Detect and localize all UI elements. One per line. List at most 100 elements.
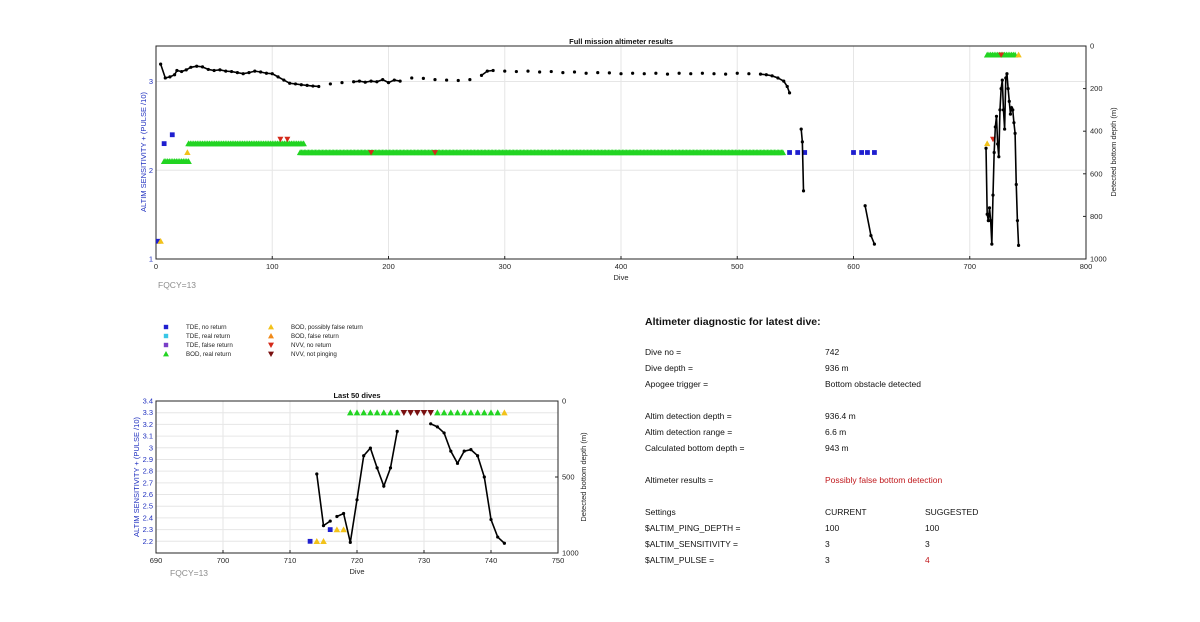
y-tick-label: 2.5 — [143, 502, 153, 511]
apogee-trigger-value: Bottom obstacle detected — [825, 379, 921, 389]
y-tick-label: 1 — [149, 255, 153, 264]
bottom-depth-line — [430, 423, 505, 544]
bottom-depth-point — [382, 484, 386, 488]
bottom-depth-point — [514, 69, 518, 74]
bottom-depth-point — [800, 140, 804, 144]
bottom-depth-point — [863, 204, 867, 208]
bottom-depth-point — [993, 125, 997, 129]
tde-no-return-marker — [851, 150, 856, 155]
bottom-depth-point — [631, 71, 635, 75]
bottom-depth-point — [758, 72, 763, 76]
apogee-trigger-label: Apogee trigger = — [645, 379, 708, 389]
legend-entry-label: NVV, no return — [291, 342, 332, 349]
bottom-depth-point — [259, 70, 263, 74]
bottom-depth-point — [485, 69, 489, 73]
bottom-depth-point — [348, 540, 352, 544]
calculated-bottom-depth-value: 943 m — [825, 443, 849, 453]
y2-tick-label: 400 — [1090, 127, 1103, 136]
legend-entry-label: TDE, false return — [186, 342, 233, 349]
bottom-depth-point — [335, 514, 339, 519]
settings-header-suggested: SUGGESTED — [925, 507, 978, 517]
top-y-axis-label: ALTIM SENSITIVITY + (PULSE /10) — [139, 92, 148, 212]
bottom-depth-point — [455, 461, 460, 465]
bottom-depth-point — [642, 72, 646, 76]
bottom-depth-point — [184, 68, 188, 72]
x-tick-label: 740 — [485, 556, 498, 565]
bottom-depth-point — [375, 80, 379, 84]
calculated-bottom-depth-label: Calculated bottom depth = — [645, 443, 745, 453]
nvv-not-pinging-marker — [414, 410, 421, 416]
bottom-depth-point — [987, 206, 992, 210]
nvv-not-pinging-marker — [427, 410, 434, 416]
x-tick-label: 400 — [615, 262, 628, 271]
bottom-depth-point — [503, 69, 507, 73]
x-tick-label: 500 — [731, 262, 744, 271]
bottom-depth-point — [1013, 131, 1017, 135]
y-tick-label: 3.3 — [143, 408, 153, 417]
legend-entry-label: TDE, real return — [186, 333, 231, 340]
y-tick-label: 3.4 — [143, 397, 153, 406]
bod-possibly-false-marker — [184, 149, 191, 156]
y-tick-label: 2.6 — [143, 490, 153, 499]
nvv-no-return-marker — [284, 136, 291, 143]
setting-pulse-current: 3 — [825, 555, 830, 565]
bottom-depth-point — [435, 425, 439, 429]
y2-tick-label: 1000 — [1090, 255, 1107, 264]
bottom-depth-point — [996, 142, 1000, 146]
bottom-depth-point — [584, 71, 588, 75]
y-tick-label: 3.1 — [143, 432, 153, 441]
y-tick-label: 2 — [149, 166, 153, 175]
top-fqcy-note: FQCY=13 — [158, 280, 196, 290]
bottom-depth-point — [410, 76, 414, 80]
nvv-not-pinging-marker — [400, 410, 408, 416]
bottom-depth-point — [469, 448, 473, 452]
y-tick-label: 2.9 — [143, 455, 153, 464]
bottom-depth-point — [163, 76, 167, 80]
bottom-depth-point — [1007, 99, 1011, 103]
y-tick-label: 2.4 — [143, 513, 153, 522]
bottom-depth-point — [770, 74, 774, 78]
bottom-depth-point — [1004, 76, 1008, 80]
tde-no-return-marker — [865, 150, 870, 155]
bottom-depth-point — [321, 524, 326, 528]
bottom-y-axis-label: ALTIM SENSITIVITY + (PULSE /10) — [132, 417, 141, 537]
legend-marker — [268, 324, 274, 330]
bottom-depth-point — [992, 150, 996, 155]
bottom-depth-point — [315, 472, 319, 476]
x-tick-label: 690 — [150, 556, 163, 565]
bottom-depth-point — [787, 91, 792, 95]
bod-possibly-false-marker — [157, 238, 164, 244]
bottom-depth-point — [476, 454, 480, 458]
bottom-depth-point — [357, 79, 362, 83]
diagnostic-title: Altimeter diagnostic for latest dive: — [645, 316, 821, 328]
bottom-x-axis-label: Dive — [349, 567, 364, 576]
bottom-depth-line — [864, 205, 876, 245]
bottom-depth-line — [336, 431, 398, 543]
bod-real-marker — [474, 409, 481, 416]
bottom-y2-axis-label: Detected bottom depth (m) — [579, 432, 588, 522]
bod-real-marker — [779, 149, 787, 156]
bottom-depth-line — [760, 73, 791, 94]
bod-real-marker — [347, 409, 354, 416]
bottom-depth-point — [355, 498, 359, 502]
dive-depth-value: 936 m — [825, 363, 849, 373]
bottom-depth-point — [689, 72, 693, 76]
bottom-depth-point — [1015, 219, 1020, 223]
bottom-depth-point — [218, 68, 222, 72]
bottom-depth-point — [986, 219, 990, 223]
bod-real-marker — [440, 409, 448, 416]
bottom-depth-point — [235, 71, 239, 75]
bottom-depth-point — [538, 70, 542, 74]
nvv-not-pinging-marker — [407, 410, 414, 416]
bottom-depth-point — [1003, 127, 1007, 131]
legend-entry-label: TDE, no return — [186, 324, 227, 331]
bottom-depth-point — [665, 72, 670, 76]
y2-tick-label: 0 — [1090, 42, 1094, 51]
bod-real-marker — [353, 409, 361, 416]
legend-entry-label: BOD, real return — [186, 351, 232, 358]
bod-real-marker — [434, 409, 441, 416]
bottom-depth-point — [305, 83, 309, 88]
bod-real-marker — [387, 409, 394, 416]
bottom-depth-point — [462, 449, 466, 453]
bottom-depth-point — [998, 108, 1002, 112]
